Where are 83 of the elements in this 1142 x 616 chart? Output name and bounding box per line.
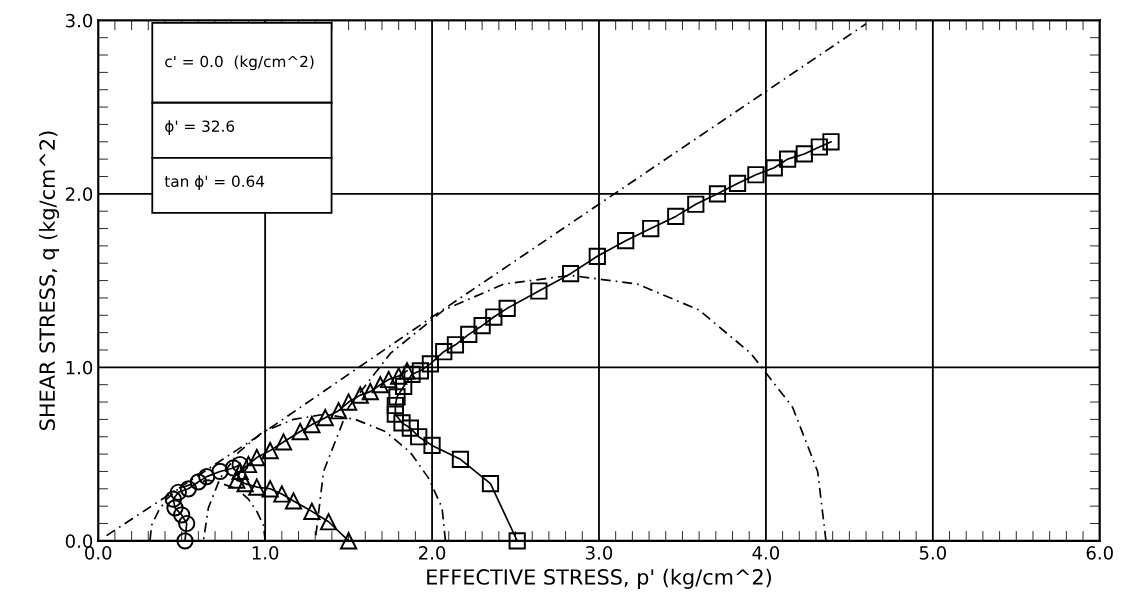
x-tick-label: 1.0 <box>252 546 279 560</box>
point <box>224 459 243 477</box>
point <box>169 483 187 501</box>
point <box>403 365 421 383</box>
point <box>351 386 369 404</box>
x-tick-label: 3.0 <box>586 546 613 560</box>
point <box>795 145 813 163</box>
x-tick-label: 5.0 <box>919 546 946 560</box>
point <box>231 455 249 474</box>
point <box>708 185 727 203</box>
point <box>329 402 348 420</box>
point <box>481 474 500 493</box>
point <box>248 448 266 467</box>
point <box>765 159 783 177</box>
point <box>319 513 338 531</box>
point <box>316 409 334 427</box>
annotation: c' = 0.0 (kg/cm^2) <box>165 55 314 71</box>
point <box>339 393 358 411</box>
annotation: ϕ' = 32.6 <box>165 120 235 135</box>
point <box>386 405 404 423</box>
point <box>588 247 606 265</box>
point <box>617 232 635 250</box>
x-tick-label: 6.0 <box>1086 546 1113 560</box>
point <box>261 480 279 498</box>
point <box>198 468 216 486</box>
y-tick-label: 0.0 <box>65 534 93 548</box>
y-axis-title: SHEAR STRESS, q (kg/cm^2) <box>38 131 60 430</box>
point <box>380 370 398 389</box>
point <box>810 138 828 156</box>
point <box>498 299 516 317</box>
point <box>778 150 797 168</box>
point <box>667 207 685 225</box>
point <box>393 414 411 432</box>
x-axis-title: EFFECTIVE STRESS, p' (kg/cm^2) <box>427 568 771 589</box>
point <box>303 502 321 520</box>
point <box>451 450 470 468</box>
point <box>687 195 705 213</box>
point <box>822 133 840 151</box>
point <box>371 376 389 394</box>
point <box>176 532 194 550</box>
x-tick-label: 4.0 <box>752 546 780 560</box>
point <box>189 473 207 491</box>
point <box>530 282 548 300</box>
y-tick-label: 3.0 <box>66 13 93 28</box>
point <box>411 362 429 380</box>
point <box>446 336 465 354</box>
point <box>423 436 441 455</box>
point <box>390 367 408 385</box>
y-tick-label: 2.0 <box>65 187 93 201</box>
point <box>561 265 580 283</box>
point <box>291 422 309 441</box>
point <box>284 492 303 510</box>
annotation: tan ϕ' = 0.64 <box>164 175 265 191</box>
point <box>274 433 293 451</box>
point <box>421 355 439 373</box>
point <box>410 428 428 446</box>
point <box>303 415 321 434</box>
point <box>173 506 191 524</box>
y-tick-label: 1.0 <box>66 360 93 375</box>
point <box>395 377 413 396</box>
point <box>728 174 747 193</box>
point <box>401 419 419 437</box>
point <box>248 478 266 496</box>
point <box>239 455 258 474</box>
point <box>211 462 229 481</box>
x-tick-label: 2.0 <box>419 546 446 560</box>
point <box>747 166 765 184</box>
point <box>361 383 379 401</box>
point <box>236 474 254 493</box>
point <box>485 308 503 326</box>
point <box>166 499 184 517</box>
point <box>273 485 291 503</box>
point <box>460 325 478 343</box>
point <box>178 514 196 533</box>
point <box>179 480 197 498</box>
point <box>642 219 660 238</box>
point <box>473 317 491 335</box>
x-tick-label: 0.0 <box>85 546 112 560</box>
point <box>261 442 279 460</box>
point <box>164 490 182 508</box>
point <box>388 388 406 406</box>
point <box>386 396 404 415</box>
point <box>435 343 453 361</box>
